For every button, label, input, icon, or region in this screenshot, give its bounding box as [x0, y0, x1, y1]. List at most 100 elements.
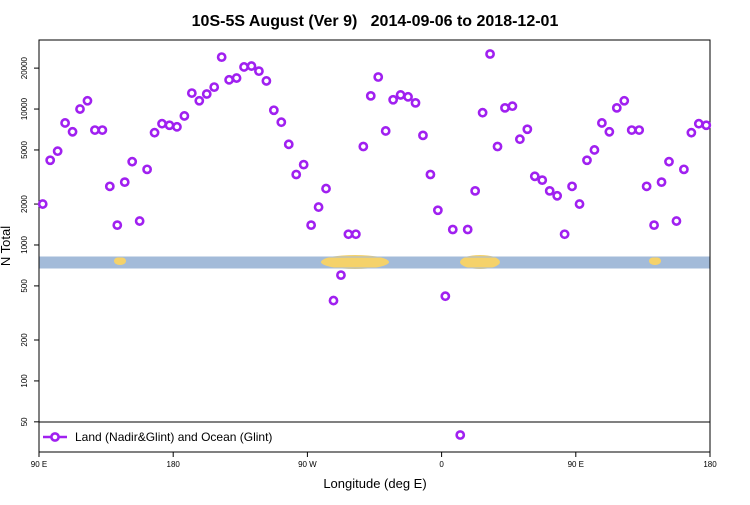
point [485, 49, 495, 59]
point [97, 125, 108, 135]
point [462, 224, 473, 235]
point [373, 72, 384, 82]
legend-label: Land (Nadir&Glint) and Ocean (Glint) [75, 430, 272, 444]
point [134, 216, 145, 226]
point [186, 88, 197, 98]
point [559, 229, 570, 240]
point [209, 82, 220, 93]
point [425, 169, 436, 180]
point [477, 107, 488, 118]
point [142, 164, 153, 175]
point [589, 145, 600, 155]
point [552, 190, 563, 201]
point [343, 229, 354, 240]
point [90, 125, 100, 135]
point [321, 183, 331, 194]
world-map-strip [38, 255, 711, 269]
point [641, 181, 652, 192]
point [75, 104, 85, 114]
x-tick-label: 180 [167, 460, 181, 469]
point [268, 105, 279, 116]
point [529, 171, 540, 182]
point [60, 118, 70, 128]
y-tick-label: 5000 [20, 141, 29, 159]
point [388, 94, 399, 105]
point [119, 177, 130, 188]
point [172, 121, 182, 132]
y-tick-label: 2000 [20, 195, 29, 213]
point [686, 127, 697, 138]
point [67, 126, 78, 137]
point [246, 61, 257, 71]
point [149, 127, 160, 138]
legend-marker [50, 432, 60, 442]
point [470, 185, 481, 196]
x-tick-label: 90 E [31, 460, 47, 469]
point [224, 74, 235, 85]
point [104, 181, 115, 192]
point [52, 146, 63, 157]
point [336, 270, 346, 281]
y-axis-label: N Total [0, 226, 13, 266]
point [194, 95, 205, 106]
y-tick-label: 50 [20, 417, 29, 426]
point [395, 90, 406, 100]
point [410, 97, 421, 108]
point [567, 181, 577, 192]
point [82, 95, 93, 106]
point [313, 202, 324, 212]
point [693, 118, 704, 129]
point [157, 118, 167, 129]
point [365, 90, 376, 101]
point [283, 139, 294, 150]
point [201, 89, 212, 99]
legend-box [38, 421, 711, 453]
point [507, 101, 518, 112]
y-tick-label: 20000 [20, 56, 29, 79]
point [380, 126, 391, 136]
point [537, 175, 548, 186]
point [671, 216, 682, 226]
point [432, 205, 443, 216]
point [492, 141, 503, 152]
y-tick-label: 100 [20, 374, 29, 388]
point [440, 291, 451, 302]
point [619, 95, 630, 106]
point [447, 224, 458, 235]
point [127, 156, 138, 167]
point [164, 120, 175, 131]
point [634, 125, 645, 135]
point [582, 155, 592, 166]
point [291, 169, 302, 180]
point [45, 155, 56, 166]
point [649, 220, 659, 231]
point [514, 134, 525, 145]
point [112, 220, 123, 231]
point [298, 159, 309, 170]
point [239, 62, 249, 72]
point [455, 430, 466, 440]
y-tick-label: 1000 [20, 236, 29, 254]
point [500, 102, 510, 113]
point [611, 102, 622, 113]
point [544, 185, 555, 196]
point [403, 91, 413, 102]
x-tick-label: 180 [703, 460, 717, 469]
point [179, 111, 190, 121]
x-tick-label: 90 W [298, 460, 317, 469]
point [664, 156, 674, 167]
x-axis-label: Longitude (deg E) [323, 476, 426, 491]
point [276, 117, 287, 128]
plot-frame [38, 39, 711, 453]
x-tick-label: 0 [439, 460, 444, 469]
point [306, 220, 317, 231]
point [418, 130, 428, 141]
point [679, 164, 689, 175]
point [656, 177, 667, 188]
point [261, 76, 272, 86]
point [254, 66, 264, 77]
y-tick-label: 10000 [20, 97, 29, 120]
point [604, 126, 615, 137]
